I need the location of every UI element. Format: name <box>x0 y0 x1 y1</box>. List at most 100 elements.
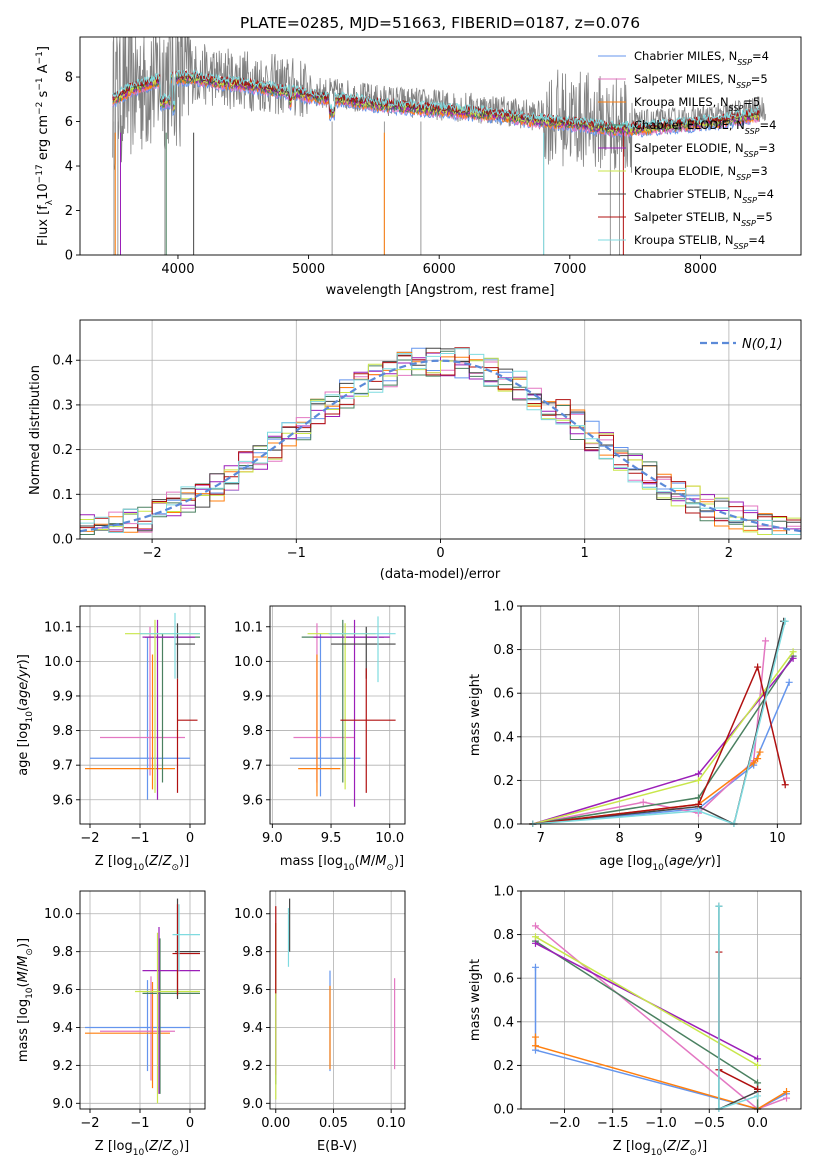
x-tick-label: −2 <box>80 831 99 846</box>
y-tick-label: 0.4 <box>52 354 73 369</box>
observed-spectrum <box>112 37 767 173</box>
x-tick-label: 0.05 <box>319 1116 348 1131</box>
weight-line <box>532 621 786 825</box>
axes-frame-6: −2 −1 0 9.0 9.2 9.4 9.6 9.8 10.0 <box>44 890 206 1131</box>
y-tick-label: 0.8 <box>493 928 514 943</box>
x-tick-label: 0 <box>436 546 444 561</box>
x-tick-label: 7 <box>537 831 545 846</box>
y-tick-label: 9.4 <box>52 1021 73 1036</box>
y-tick-label: 0.6 <box>493 972 514 987</box>
weight-marker <box>754 755 762 763</box>
x-tick-label: 9.5 <box>321 831 342 846</box>
x-tick-label: 7000 <box>553 262 586 277</box>
y-tick-label: 9.6 <box>52 793 73 808</box>
legend-entry: Salpeter MILES, NSSP=5 <box>634 72 768 90</box>
x-tick-label: −1 <box>130 1116 149 1131</box>
x-axis-label: Z [log10(Z/Z⊙)] <box>95 854 189 873</box>
x-tick-label: 4000 <box>161 262 194 277</box>
panel-8 <box>521 890 801 1110</box>
y-tick-label: 0.4 <box>493 730 514 745</box>
weight-marker <box>754 1092 762 1100</box>
y-axis-label: Flux [fλ10−17 erg cm−2 s−1 A−1] <box>35 46 55 246</box>
weight-marker <box>785 678 793 686</box>
weight-marker <box>694 770 702 778</box>
y-tick-label: 9.0 <box>52 1097 73 1112</box>
x-axis-label: wavelength [Angstrom, rest frame] <box>326 283 555 298</box>
y-tick-label: 9.2 <box>242 1059 263 1074</box>
weight-line <box>718 952 758 1091</box>
y-tick-label: 0.2 <box>493 774 514 789</box>
y-tick-label: 0 <box>65 249 73 264</box>
weight-marker <box>754 1079 762 1087</box>
weight-plot <box>531 902 791 1112</box>
y-tick-label: 9.9 <box>52 689 73 704</box>
y-tick-label: 10.0 <box>234 907 263 922</box>
axes-frame-1: 4000 5000 6000 7000 8000 0 2 4 6 8 <box>65 36 802 277</box>
chart-title: PLATE=0285, MJD=51663, FIBERID=0187, z=0… <box>240 14 640 32</box>
panel-6 <box>80 891 205 1109</box>
model-spectrum <box>112 68 760 131</box>
legend-entry: Chabrier ELODIE, NSSP=4 <box>634 118 776 136</box>
y-tick-label: 9.6 <box>52 983 73 998</box>
x-axis-label: age [log10(age/yr)] <box>599 854 721 873</box>
x-tick-label: −0.5 <box>693 1116 725 1131</box>
y-tick-label: 1.0 <box>493 885 514 900</box>
x-tick-label: −1.5 <box>597 1116 629 1131</box>
weight-marker <box>715 902 723 910</box>
x-tick-label: −1 <box>287 546 306 561</box>
x-tick-label: 0 <box>186 1116 194 1131</box>
panel-4 <box>270 606 405 824</box>
axes-frame <box>520 605 802 825</box>
y-tick-label: 0.0 <box>493 818 514 833</box>
y-tick-label: 0.3 <box>52 398 73 413</box>
x-tick-label: 6000 <box>423 262 456 277</box>
x-tick-label: 10.0 <box>375 831 404 846</box>
errorbar-plot <box>289 616 396 807</box>
y-tick-label: 0.6 <box>493 687 514 702</box>
y-tick-label: 0.8 <box>493 643 514 658</box>
x-tick-label: 8000 <box>684 262 717 277</box>
y-tick-label: 8 <box>65 71 73 86</box>
weight-line <box>532 651 794 825</box>
weight-marker <box>531 963 539 971</box>
y-tick-label: 2 <box>65 204 73 219</box>
x-tick-label: −2 <box>80 1116 99 1131</box>
x-tick-label: 9.0 <box>262 831 283 846</box>
x-tick-label: 5000 <box>292 262 325 277</box>
legend-entry: Salpeter STELIB, NSSP=5 <box>634 210 773 228</box>
axes-frame <box>269 605 406 825</box>
y-tick-label: 0.1 <box>52 488 73 503</box>
axes-frame-3: −2 −1 0 9.6 9.7 9.8 9.9 10.0 10.1 <box>44 605 206 846</box>
x-tick-label: −2.0 <box>549 1116 581 1131</box>
weight-marker <box>694 807 702 815</box>
y-tick-label: 9.8 <box>242 724 263 739</box>
y-tick-label: 9.7 <box>52 759 73 774</box>
x-axis-label: Z [log10(Z/Z⊙)] <box>95 1139 189 1158</box>
weight-line <box>535 936 758 1067</box>
y-tick-label: 10.0 <box>234 655 263 670</box>
weight-marker <box>754 663 762 671</box>
spectrum-plot <box>112 37 767 255</box>
weight-line <box>532 621 785 826</box>
weight-line <box>534 1037 787 1110</box>
weight-marker <box>531 933 539 941</box>
x-axis-label: E(B-V) <box>317 1139 357 1154</box>
x-axis-label: Z [log10(Z/Z⊙)] <box>613 1139 707 1158</box>
legend-entry: Kroupa ELODIE, NSSP=3 <box>634 164 768 182</box>
y-tick-label: 9.2 <box>52 1059 73 1074</box>
legend-entry: Chabrier MILES, NSSP=4 <box>634 49 769 67</box>
weight-marker <box>783 1088 791 1096</box>
weight-marker <box>789 648 797 656</box>
x-tick-label: 0 <box>186 831 194 846</box>
y-tick-label: 9.8 <box>242 945 263 960</box>
y-tick-label: 9.0 <box>242 1097 263 1112</box>
y-tick-label: 9.4 <box>242 1021 263 1036</box>
x-tick-label: 0.10 <box>377 1116 406 1131</box>
axes-frame <box>79 605 206 825</box>
errorbar-plot <box>85 898 200 1104</box>
x-tick-label: 2 <box>725 546 733 561</box>
residual-histogram <box>80 347 801 535</box>
y-tick-label: 0.2 <box>52 443 73 458</box>
x-tick-label: 0.00 <box>261 1116 290 1131</box>
y-tick-label: 9.6 <box>242 983 263 998</box>
